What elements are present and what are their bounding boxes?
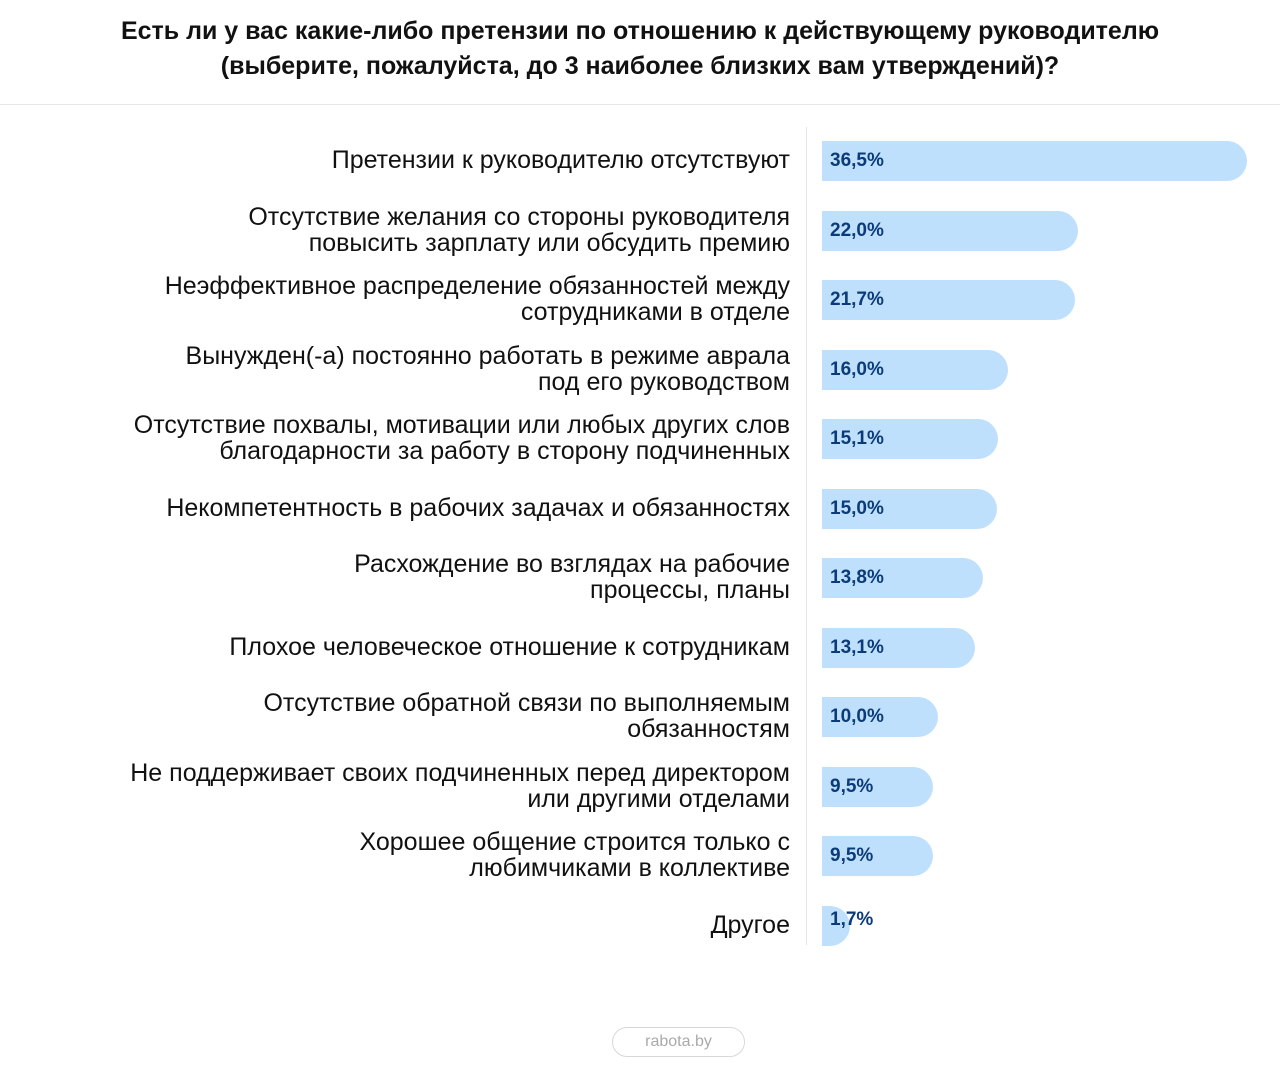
chart-title-line: Есть ли у вас какие-либо претензии по от… (120, 17, 1160, 45)
category-label: Отсутствие обратной связи по выполняемым… (263, 690, 790, 742)
bar-value-label: 15,0% (830, 497, 884, 519)
bar-value-label: 1,7% (830, 908, 874, 930)
bar (822, 766, 933, 807)
bar-value-label: 21,7% (830, 289, 884, 310)
bar (822, 419, 998, 459)
category-label: Отсутствие желания со стороны руководите… (248, 204, 790, 256)
bar-value-label: 9,5% (830, 845, 874, 866)
category-label-line: повысить зарплату или обсудить премию (308, 228, 790, 257)
category-label-line: Отсутствие похвалы, мотивации или любых … (133, 411, 790, 439)
category-label-line: Отсутствие обратной связи по выполняемым (263, 689, 790, 717)
category-label-line: сотрудниками в отделе (520, 298, 790, 326)
category-label: Другое (711, 912, 790, 938)
bar (822, 836, 933, 876)
bar-value-label: 15,1% (830, 428, 884, 449)
category-label: Отсутствие похвалы, мотивации или любых … (134, 412, 790, 464)
category-label-line: процессы, планы (590, 576, 790, 604)
category-label-line: Вынужден(-а) постоянно работать в режиме… (185, 341, 790, 370)
category-label-line: под его руководством (538, 367, 790, 396)
category-label: Неэффективное распределение обязанностей… (165, 273, 790, 325)
bar (822, 141, 1247, 181)
category-label-line: Некомпетентность в рабочих задачах и обя… (166, 493, 790, 522)
category-label: Претензии к руководителю отсутствуют (332, 147, 790, 173)
category-label: Расхождение во взглядах на рабочие процес… (354, 551, 790, 603)
y-axis-line (806, 127, 807, 945)
brand-badge: rabota.by (612, 1027, 745, 1057)
category-label: Хорошее общение строится только с любимчи… (359, 829, 790, 881)
category-label-line: любимчиками в коллективе (469, 854, 790, 882)
bar-value-label: 16,0% (830, 358, 884, 380)
chart-title: Есть ли у вас какие-либо претензии по от… (0, 14, 1280, 84)
category-label-line: Не поддерживает своих подчиненных перед … (130, 758, 790, 787)
category-label-line: благодарности за работу в сторону подчин… (219, 437, 790, 465)
category-label-line: Плохое человеческое отношение к сотрудни… (229, 632, 790, 661)
category-label-line: обязанностям (627, 715, 790, 743)
bar-value-label: 13,1% (830, 636, 884, 658)
category-label-line: Хорошее общение строится только с (359, 828, 790, 856)
bar (822, 488, 997, 529)
bar-value-label: 36,5% (830, 150, 884, 171)
chart-title-line: (выберите, пожалуйста, до 3 наиболее бли… (220, 52, 1060, 80)
bar-value-label: 9,5% (830, 775, 874, 797)
bar (822, 558, 983, 598)
bar (822, 905, 850, 946)
bar-value-label: 22,0% (830, 219, 884, 241)
category-label-line: Неэффективное распределение обязанностей… (164, 272, 790, 300)
category-label: Некомпетентность в рабочих задачах и обя… (166, 495, 790, 521)
bar (822, 697, 939, 737)
category-label: Вынужден(-а) постоянно работать в режиме… (186, 343, 790, 395)
bar (822, 349, 1009, 390)
category-label-line: или другими отделами (527, 784, 790, 813)
bar-value-label: 10,0% (830, 706, 884, 727)
category-label: Не поддерживает своих подчиненных перед … (130, 760, 790, 812)
header-divider (0, 104, 1280, 105)
category-label-line: Расхождение во взглядах на рабочие (354, 550, 790, 578)
bar (822, 627, 975, 668)
bar-value-label: 13,8% (830, 567, 884, 588)
bar (822, 210, 1079, 251)
category-label-line: Отсутствие желания со стороны руководите… (248, 202, 790, 231)
category-label-line: Другое (710, 910, 790, 939)
category-label-line: Претензии к руководителю отсутствуют (331, 146, 790, 174)
bar (822, 280, 1075, 320)
category-label: Плохое человеческое отношение к сотрудни… (229, 634, 790, 660)
